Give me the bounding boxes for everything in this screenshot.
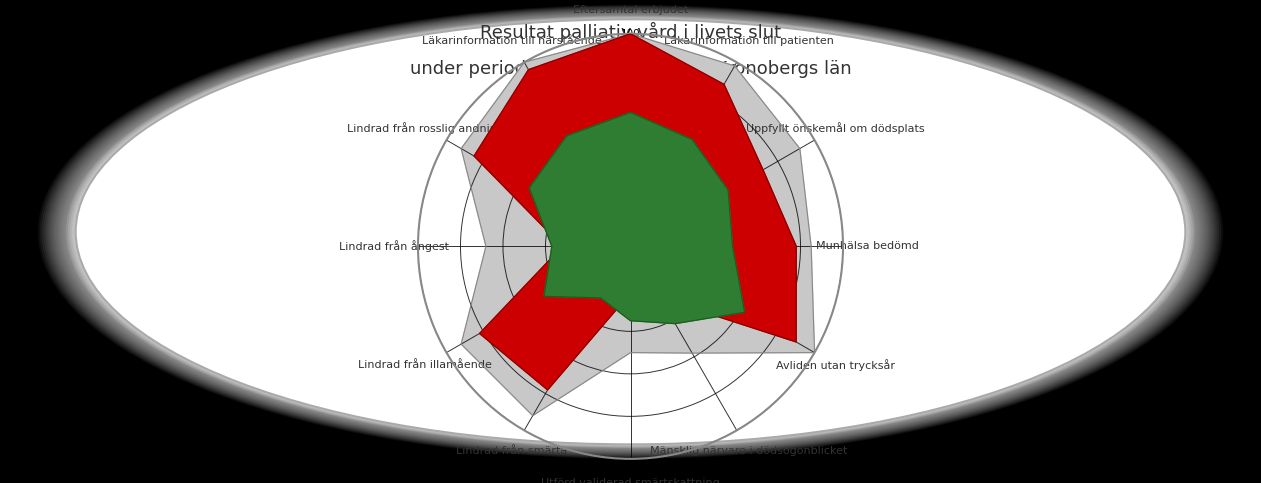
Ellipse shape <box>38 5 1223 459</box>
Ellipse shape <box>53 11 1208 453</box>
Ellipse shape <box>42 6 1219 457</box>
Ellipse shape <box>57 12 1204 452</box>
Ellipse shape <box>43 7 1218 457</box>
Ellipse shape <box>68 16 1193 447</box>
Text: under perioden 2013:2 - 2014:2 i Kronobergs län: under perioden 2013:2 - 2014:2 i Kronobe… <box>410 60 851 78</box>
Ellipse shape <box>62 14 1198 449</box>
Ellipse shape <box>48 8 1213 455</box>
Ellipse shape <box>74 18 1187 445</box>
Ellipse shape <box>61 14 1200 450</box>
Ellipse shape <box>64 15 1197 449</box>
Ellipse shape <box>54 11 1206 452</box>
Ellipse shape <box>66 15 1195 448</box>
Ellipse shape <box>50 10 1211 454</box>
Polygon shape <box>474 34 796 390</box>
Ellipse shape <box>71 17 1190 446</box>
Polygon shape <box>530 113 744 324</box>
Ellipse shape <box>58 13 1202 451</box>
Ellipse shape <box>76 19 1185 444</box>
Ellipse shape <box>45 8 1216 456</box>
Text: Resultat palliativ vård i livets slut: Resultat palliativ vård i livets slut <box>480 22 781 42</box>
Ellipse shape <box>72 18 1189 446</box>
Ellipse shape <box>39 5 1221 458</box>
Text: Resultat: Resultat <box>110 444 161 454</box>
Ellipse shape <box>49 9 1212 455</box>
Polygon shape <box>462 34 815 416</box>
